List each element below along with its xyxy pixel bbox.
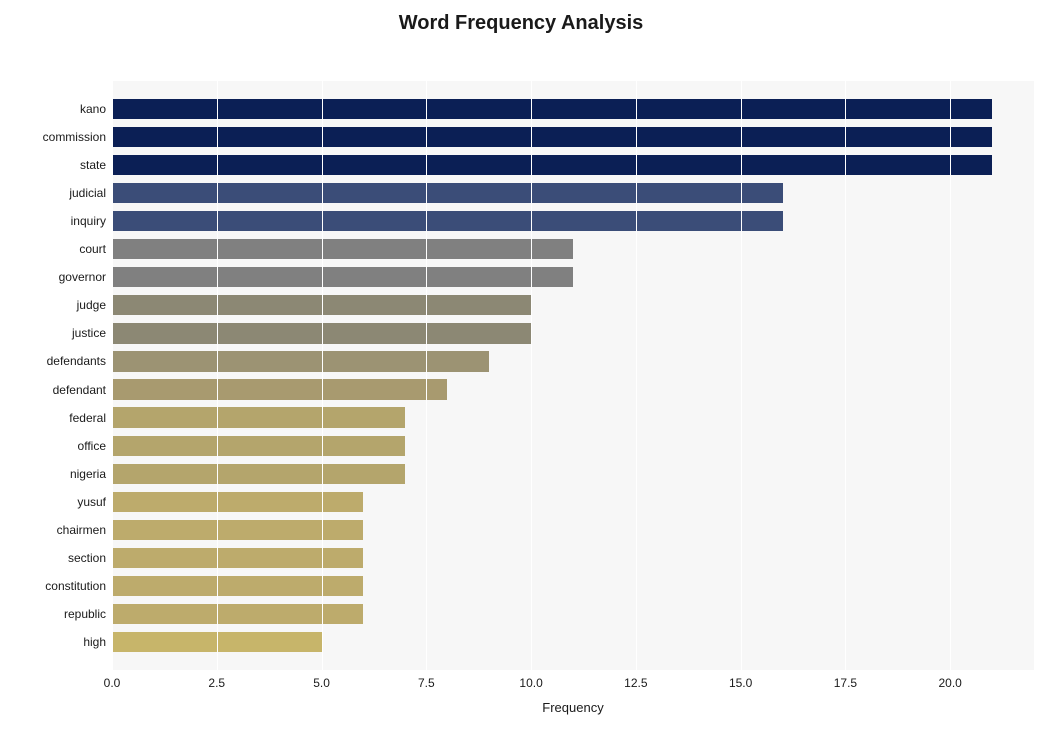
x-tick-label: 17.5 — [834, 676, 857, 690]
bar — [112, 183, 783, 203]
bar — [112, 211, 783, 231]
y-tick-label: chairmen — [2, 523, 106, 537]
x-tick-label: 7.5 — [418, 676, 435, 690]
y-tick-label: republic — [2, 607, 106, 621]
y-tick-label: commission — [2, 130, 106, 144]
y-tick-label: nigeria — [2, 467, 106, 481]
bar — [112, 520, 363, 540]
bar — [112, 464, 405, 484]
y-axis: kanocommissionstatejudicialinquirycourtg… — [8, 81, 112, 670]
x-axis-title: Frequency — [542, 700, 603, 715]
y-tick-label: judge — [2, 298, 106, 312]
gridline — [531, 81, 532, 670]
bar — [112, 548, 363, 568]
chart-container: Word Frequency Analysis kanocommissionst… — [0, 0, 1042, 701]
x-tick-label: 20.0 — [938, 676, 961, 690]
x-axis: 0.02.55.07.510.012.515.017.520.0 — [112, 676, 1034, 700]
bar — [112, 127, 992, 147]
bar — [112, 379, 447, 399]
bar — [112, 492, 363, 512]
bars-layer — [112, 81, 1034, 670]
y-tick-label: justice — [2, 326, 106, 340]
bar — [112, 436, 405, 456]
x-tick-label: 15.0 — [729, 676, 752, 690]
y-tick-label: defendant — [2, 383, 106, 397]
gridline — [217, 81, 218, 670]
y-tick-label: federal — [2, 411, 106, 425]
x-tick-label: 5.0 — [313, 676, 330, 690]
y-tick-label: defendants — [2, 354, 106, 368]
bar — [112, 576, 363, 596]
x-tick-label: 0.0 — [104, 676, 121, 690]
bar — [112, 99, 992, 119]
x-tick-label: 2.5 — [208, 676, 225, 690]
y-tick-label: constitution — [2, 579, 106, 593]
gridline — [112, 81, 113, 670]
gridline — [741, 81, 742, 670]
y-tick-label: section — [2, 551, 106, 565]
x-tick-label: 12.5 — [624, 676, 647, 690]
y-tick-label: governor — [2, 270, 106, 284]
y-tick-label: high — [2, 635, 106, 649]
y-tick-label: judicial — [2, 186, 106, 200]
gridline — [426, 81, 427, 670]
bar — [112, 267, 573, 287]
y-tick-label: inquiry — [2, 214, 106, 228]
y-tick-label: state — [2, 158, 106, 172]
y-tick-label: office — [2, 439, 106, 453]
y-tick-label: kano — [2, 102, 106, 116]
bar — [112, 407, 405, 427]
chart-plot: kanocommissionstatejudicialinquirycourtg… — [8, 41, 1034, 734]
gridline — [950, 81, 951, 670]
x-tick-label: 10.0 — [519, 676, 542, 690]
bar — [112, 239, 573, 259]
bar — [112, 604, 363, 624]
plot-area — [112, 81, 1034, 670]
y-tick-label: yusuf — [2, 495, 106, 509]
gridline — [322, 81, 323, 670]
y-tick-label: court — [2, 242, 106, 256]
bar — [112, 351, 489, 371]
gridline — [636, 81, 637, 670]
gridline — [845, 81, 846, 670]
bar — [112, 155, 992, 175]
chart-title: Word Frequency Analysis — [8, 12, 1034, 35]
